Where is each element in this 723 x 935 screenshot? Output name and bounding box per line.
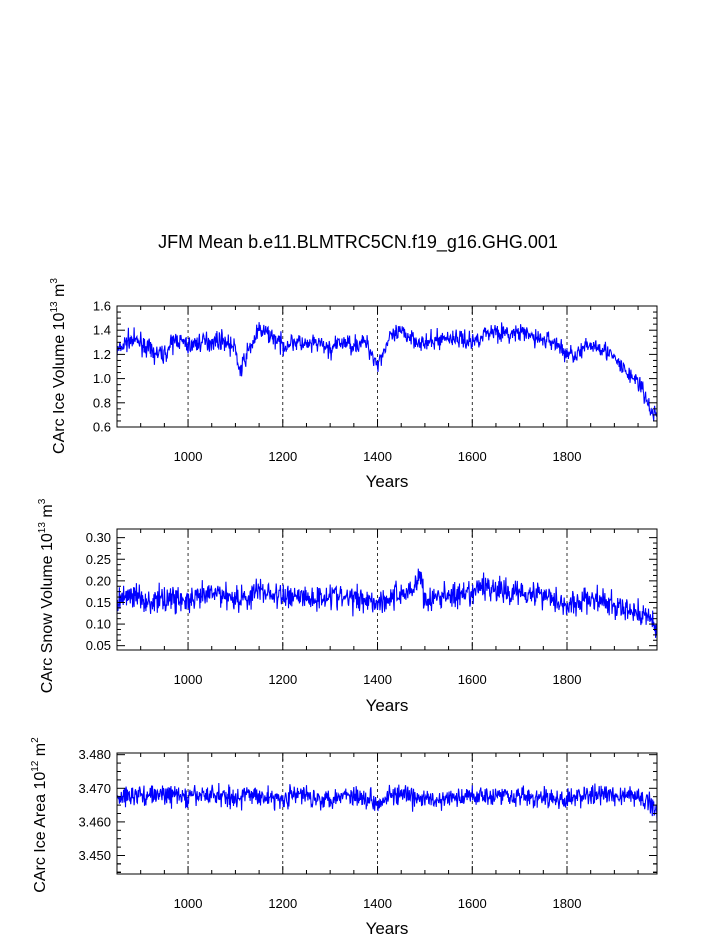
ice-volume-ytick-label: 1.2 [93,347,111,362]
ice-volume-ytick-label: 0.6 [93,420,111,435]
ice-volume-series-line [116,322,658,422]
snow-volume-ytick-label: 0.20 [86,573,111,588]
snow-volume-ytick-label: 0.15 [86,595,111,610]
snow-volume-xtick-label: 1400 [363,672,392,687]
ice-area-panel: 1000 1200 1400 1600 1800 3.450 3.460 3.470 3.480… [30,737,658,935]
snow-volume-ytick-label: 0.30 [86,530,111,545]
ice-area-series-line [116,782,658,822]
chart-title: JFM Mean b.e11.BLMTRC5CN.f19_g16.GHG.001 [158,232,558,253]
ice-area-y-axis-title: CArc Ice Area 1012 m2 [30,737,49,893]
ice-volume-ytick-label: 1.4 [93,323,111,338]
ice-area-ytick-label: 3.470 [78,781,111,796]
snow-volume-xtick-label: 1200 [268,672,297,687]
snow-volume-x-axis-title: Years [366,696,409,715]
snow-volume-xtick-label: 1800 [553,672,582,687]
ice-volume-y-axis-title: CArc Ice Volume 1013 m3 [49,278,68,454]
ice-volume-plot-frame [116,305,658,428]
ice-volume-panel: 1000 1200 1400 1600 1800 0.6 0.8 1.0 1.2 1.4 1.6 Ye… [49,278,658,491]
snow-volume-series-line [116,568,658,638]
ice-volume-ytick-label: 1.0 [93,371,111,386]
ice-area-xtick-label: 1600 [458,896,487,911]
ice-area-xtick-label: 1400 [363,896,392,911]
snow-volume-xtick-label: 1600 [458,672,487,687]
ice-volume-xtick-label: 1600 [458,449,487,464]
snow-volume-xtick-label: 1000 [174,672,203,687]
ice-volume-xtick-label: 1400 [363,449,392,464]
snow-volume-plot-frame [116,528,658,651]
ice-area-xtick-label: 1000 [174,896,203,911]
snow-volume-ytick-label: 0.25 [86,552,111,567]
panels: 1000 1200 1400 1600 1800 0.6 0.8 1.0 1.2 1.4 1.6 Ye… [30,278,658,935]
ice-area-ytick-label: 3.460 [78,814,111,829]
ice-volume-xtick-label: 1000 [174,449,203,464]
ice-area-ytick-label: 3.480 [78,747,111,762]
snow-volume-ytick-label: 0.05 [86,638,111,653]
ice-area-xtick-label: 1800 [553,896,582,911]
ice-area-ytick-label: 3.450 [78,848,111,863]
snow-volume-panel: 1000 1200 1400 1600 1800 0.05 0.10 0.15 0.20 0.25… [37,498,658,715]
ice-area-xtick-label: 1200 [268,896,297,911]
ice-area-plot-frame [116,752,658,875]
snow-volume-y-axis-title: CArc Snow Volume 1013 m3 [37,498,56,693]
ice-volume-x-axis-title: Years [366,472,409,491]
ice-volume-xtick-label: 1800 [553,449,582,464]
ice-volume-ytick-label: 0.8 [93,395,111,410]
snow-volume-ytick-label: 0.10 [86,617,111,632]
ice-area-x-axis-title: Years [366,919,409,935]
ice-volume-ytick-label: 1.6 [93,299,111,314]
ice-volume-xtick-label: 1200 [268,449,297,464]
